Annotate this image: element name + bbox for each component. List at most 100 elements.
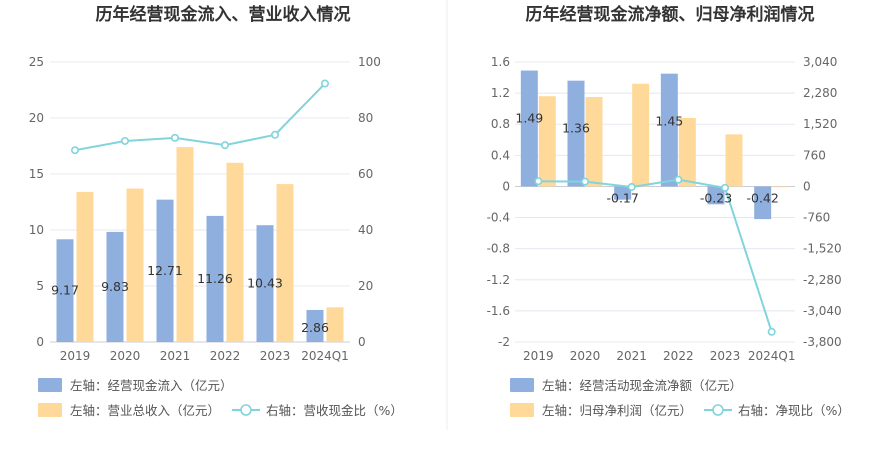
legend-label: 左轴：经营活动现金流净额（亿元） <box>542 378 742 393</box>
legend-label: 右轴：营收现金比（%） <box>266 403 403 418</box>
bar-blue <box>567 80 585 187</box>
legend-swatch <box>38 403 62 417</box>
legend-swatch <box>38 378 62 392</box>
bar-blue <box>520 70 538 187</box>
bar-blue <box>56 239 74 342</box>
right-axis-tick-label: -760 <box>803 211 830 225</box>
bar-orange <box>678 118 696 187</box>
line-point <box>320 79 329 88</box>
bar-orange <box>76 191 94 342</box>
line-point <box>767 327 776 336</box>
left-axis-tick-label: 1.2 <box>491 86 510 100</box>
legend-swatch-marker <box>712 404 724 416</box>
line-point <box>674 175 683 184</box>
x-axis-tick-label: 2019 <box>523 349 554 363</box>
x-axis-tick-label: 2021 <box>616 349 647 363</box>
left-axis-tick-label: 20 <box>29 111 44 125</box>
bar-blue <box>707 186 725 205</box>
bar-orange <box>126 188 144 342</box>
right-axis-tick-label: -1,520 <box>803 242 842 256</box>
left-axis-tick-label: 0.8 <box>491 117 510 131</box>
bar-orange <box>176 147 194 342</box>
line-point <box>71 146 80 155</box>
x-axis-tick-label: 2019 <box>60 349 91 363</box>
data-label: 2.86 <box>301 320 329 335</box>
bar-orange <box>725 134 743 187</box>
right-axis-tick-label: 3,040 <box>803 55 837 69</box>
bar-blue <box>206 215 224 342</box>
data-label: 1.49 <box>515 111 543 126</box>
x-axis-tick-label: 2023 <box>260 349 291 363</box>
bar-blue <box>306 309 324 342</box>
bar-blue <box>660 73 678 187</box>
right-axis-tick-label: 60 <box>358 167 373 181</box>
chart-title: 历年经营现金流净额、归母净利润情况 <box>526 4 815 25</box>
legend-label: 左轴：营业总收入（亿元） <box>70 403 220 418</box>
right-axis-tick-label: 20 <box>358 279 373 293</box>
data-label: 1.36 <box>562 121 590 136</box>
x-axis-tick-label: 2024Q1 <box>301 349 349 363</box>
data-label: -0.42 <box>746 190 778 205</box>
series-line <box>74 82 326 152</box>
line-point <box>534 177 543 186</box>
bar-orange <box>585 97 603 187</box>
bar-orange <box>632 83 650 187</box>
bar-orange <box>538 96 556 187</box>
x-axis-tick-label: 2020 <box>110 349 141 363</box>
right-axis-tick-label: 0 <box>358 335 366 349</box>
bar-blue <box>106 231 124 342</box>
x-axis-tick-label: 2022 <box>663 349 694 363</box>
line-point <box>580 177 589 186</box>
legend-swatch-marker <box>240 404 252 416</box>
line-point <box>270 130 279 139</box>
left-axis-tick-label: 10 <box>29 223 44 237</box>
data-label: -0.23 <box>700 190 732 205</box>
left-axis-tick-label: -1.6 <box>487 304 510 318</box>
right-axis-tick-label: 1,520 <box>803 117 837 131</box>
line-point <box>171 133 180 142</box>
bar-blue <box>614 186 632 200</box>
legend-label: 右轴：净现比（%） <box>738 403 850 418</box>
line-point <box>121 136 130 145</box>
bar-orange <box>772 186 790 188</box>
right-axis-tick-label: 760 <box>803 148 826 162</box>
legend-label: 左轴：经营现金流入（亿元） <box>70 378 233 393</box>
data-label: 11.26 <box>197 271 233 286</box>
right-axis-tick-label: 100 <box>358 55 381 69</box>
right-axis-tick-label: -3,800 <box>803 335 842 349</box>
bar-blue <box>754 186 772 220</box>
bar-orange <box>226 162 244 342</box>
right-axis-tick-label: 0 <box>803 179 811 193</box>
left-axis-tick-label: -2 <box>498 335 510 349</box>
legend-swatch <box>510 378 534 392</box>
legend-swatch <box>510 403 534 417</box>
data-label: 9.83 <box>101 279 129 294</box>
data-label: -0.17 <box>606 190 638 205</box>
bar-blue <box>256 225 274 342</box>
right-axis-tick-label: 40 <box>358 223 373 237</box>
left-axis-tick-label: -1.2 <box>487 273 510 287</box>
line-point <box>720 183 729 192</box>
data-label: 1.45 <box>655 114 683 129</box>
x-axis-tick-label: 2020 <box>570 349 601 363</box>
left-axis-tick-label: 0 <box>36 335 44 349</box>
chart-panel-1: 历年经营现金流入、营业收入情况 0 5 10 15 20 25 0 20 40 60 80 100 201… <box>29 4 403 418</box>
data-label: 9.17 <box>51 283 79 298</box>
x-axis-tick-label: 2024Q1 <box>748 349 796 363</box>
right-axis-tick-label: -2,280 <box>803 273 842 287</box>
chart-panel-2: 历年经营现金流净额、归母净利润情况 -2 -1.6 -1.2 -0.8 -0.4 0 0.4 0… <box>487 4 850 418</box>
x-axis-tick-label: 2022 <box>210 349 241 363</box>
left-axis-tick-label: -0.4 <box>487 211 510 225</box>
data-label: 10.43 <box>247 276 283 291</box>
data-label: 12.71 <box>147 263 183 278</box>
bar-blue <box>156 199 174 342</box>
chart-title: 历年经营现金流入、营业收入情况 <box>96 4 351 25</box>
right-axis-tick-label: -3,040 <box>803 304 842 318</box>
x-axis-tick-label: 2023 <box>710 349 741 363</box>
bar-orange <box>276 184 294 342</box>
left-axis-tick-label: 15 <box>29 167 44 181</box>
left-axis-tick-label: 0 <box>502 179 510 193</box>
left-axis-tick-label: 5 <box>36 279 44 293</box>
right-axis-tick-label: 2,280 <box>803 86 837 100</box>
